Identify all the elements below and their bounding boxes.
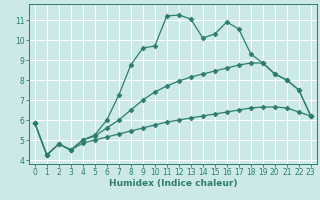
X-axis label: Humidex (Indice chaleur): Humidex (Indice chaleur) <box>108 179 237 188</box>
